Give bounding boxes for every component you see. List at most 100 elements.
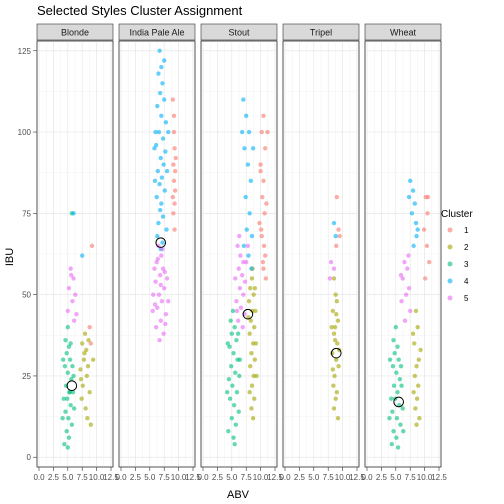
data-point <box>334 298 340 304</box>
data-point <box>68 266 73 271</box>
legend-title: Cluster <box>441 209 473 220</box>
data-point <box>161 331 166 336</box>
data-point <box>241 243 247 249</box>
data-point <box>62 363 68 369</box>
data-point <box>261 178 266 184</box>
data-point <box>153 129 158 135</box>
data-point <box>70 298 75 304</box>
data-point <box>227 344 232 349</box>
data-point <box>262 211 267 216</box>
data-point <box>414 363 419 369</box>
data-point <box>233 422 239 427</box>
x-tick-label: 10.0 <box>335 473 351 482</box>
data-point <box>79 396 84 401</box>
data-point <box>83 406 88 411</box>
data-point <box>70 363 75 369</box>
data-point <box>225 341 230 346</box>
data-point <box>227 396 233 401</box>
data-point <box>334 243 339 249</box>
data-point <box>172 188 178 193</box>
x-tick-label: 5.0 <box>390 473 402 482</box>
data-point <box>172 201 177 206</box>
data-point <box>331 406 337 411</box>
data-point <box>81 357 87 362</box>
data-point <box>250 416 256 421</box>
data-point <box>247 211 252 216</box>
data-point <box>152 146 157 151</box>
y-tick-label: 50 <box>22 291 31 300</box>
data-point <box>153 142 159 148</box>
data-point <box>236 409 241 414</box>
data-point <box>170 194 176 200</box>
data-point <box>152 302 158 307</box>
data-point <box>62 442 67 447</box>
data-point <box>329 324 334 330</box>
data-point <box>411 243 416 249</box>
cluster-centroid-marker <box>66 380 78 392</box>
data-point <box>247 390 252 395</box>
data-point <box>159 253 164 258</box>
data-point <box>84 373 90 379</box>
data-point <box>231 350 236 356</box>
data-point <box>418 347 423 353</box>
data-point <box>162 188 167 193</box>
data-point <box>241 292 246 297</box>
data-point <box>234 337 239 343</box>
data-point <box>90 357 96 362</box>
data-point <box>68 341 73 346</box>
data-point <box>261 113 266 118</box>
data-point <box>243 194 248 200</box>
data-point <box>239 272 245 278</box>
data-point <box>331 220 337 226</box>
legend-label: 4 <box>464 277 469 286</box>
data-point <box>159 64 164 70</box>
data-point <box>74 311 79 317</box>
data-point <box>249 233 255 239</box>
panel-border <box>200 40 278 468</box>
data-point <box>160 240 165 245</box>
x-axis-title: ABV <box>227 489 250 501</box>
data-point <box>251 292 256 297</box>
data-point <box>402 259 407 265</box>
data-point <box>406 253 411 258</box>
x-tick-label: 0.0 <box>197 473 209 482</box>
data-point <box>333 233 338 239</box>
data-point <box>241 97 246 102</box>
data-point <box>155 103 160 109</box>
data-point <box>264 201 269 206</box>
data-point <box>162 97 167 102</box>
data-point <box>408 178 413 184</box>
data-point <box>245 243 251 249</box>
data-point <box>163 149 168 154</box>
data-point <box>63 409 68 414</box>
data-point <box>392 350 397 356</box>
data-point <box>332 324 338 330</box>
data-point <box>152 266 157 271</box>
facet-strip <box>364 23 442 41</box>
facet-strip <box>36 23 114 41</box>
data-point <box>229 363 234 369</box>
data-point <box>236 266 241 271</box>
data-point <box>395 344 400 349</box>
data-point <box>414 422 419 427</box>
data-point <box>424 243 430 249</box>
data-point <box>238 253 243 258</box>
data-point <box>171 178 177 184</box>
cluster-centroid-marker <box>393 396 404 408</box>
x-tick-label: 5.0 <box>62 473 74 482</box>
data-point <box>337 233 342 239</box>
data-point <box>159 298 165 304</box>
data-point <box>172 227 177 232</box>
data-point <box>160 246 165 252</box>
x-tick-label: 0.0 <box>115 473 127 482</box>
data-point <box>70 390 76 395</box>
data-point <box>258 162 263 167</box>
data-point <box>65 396 70 401</box>
data-point <box>82 350 87 356</box>
data-point <box>248 363 253 369</box>
data-point <box>252 285 258 291</box>
facet-panel: India Pale Ale 0.0 2.5 5.0 7.5 10.012.5 <box>115 23 201 482</box>
data-point <box>388 396 394 401</box>
data-point <box>391 337 396 343</box>
data-point <box>228 318 233 323</box>
